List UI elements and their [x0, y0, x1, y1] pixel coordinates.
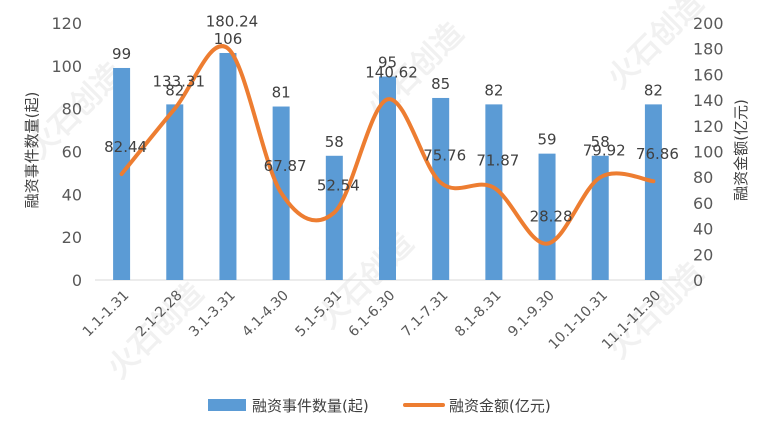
bar-value-label: 81 — [272, 84, 291, 102]
legend-bar-label: 融资事件数量(起) — [252, 397, 369, 415]
right-axis-title: 融资金额(亿元) — [732, 99, 750, 201]
line-value-label: 133.31 — [153, 73, 206, 91]
legend: 融资事件数量(起) 融资金额(亿元) — [208, 397, 551, 415]
left-axis-tick-label: 0 — [72, 271, 82, 290]
bar-value-label: 82 — [165, 81, 184, 99]
line-value-label: 71.87 — [476, 152, 519, 170]
bar-value-label: 95 — [378, 54, 397, 72]
bar-11.1-11.30 — [644, 104, 662, 280]
line-data-labels: 82.44 133.31 180.24 67.87 52.54 140.62 75.76 71… — [104, 12, 679, 225]
left-axis-tick-label: 60 — [62, 143, 82, 162]
right-axis-tick-label: 80 — [693, 168, 713, 187]
bar-9.1-9.30 — [538, 153, 556, 280]
bar-value-label: 106 — [214, 30, 243, 48]
right-axis-tick-label: 140 — [693, 91, 724, 110]
bar-8.1-8.31 — [485, 104, 503, 280]
bar-value-label: 59 — [537, 131, 556, 149]
right-axis-tick-label: 100 — [693, 143, 724, 162]
line-value-label: 75.76 — [423, 147, 466, 165]
right-axis-tick-label: 200 — [693, 14, 724, 33]
right-axis-tick-label: 20 — [693, 245, 713, 264]
left-axis-ticks: 0 20 40 60 80 100 120 — [51, 14, 82, 290]
bar-value-label: 82 — [484, 81, 503, 99]
bar-data-labels: 99 82 106 81 58 95 85 82 59 58 82 — [112, 30, 663, 151]
bar-10.1-10.31 — [591, 155, 609, 280]
bar-value-label: 58 — [591, 133, 610, 151]
line-series-amount — [119, 44, 656, 246]
left-axis-title: 融资事件数量(起) — [23, 92, 41, 209]
left-axis-tick-label: 80 — [62, 100, 82, 119]
x-axis-tick-label: 9.1-9.30 — [505, 288, 558, 341]
bar-value-label: 99 — [112, 45, 131, 63]
right-axis-ticks: 0 20 40 60 80 100 120 140 160 180 200 — [693, 14, 724, 290]
right-axis-tick-label: 120 — [693, 117, 724, 136]
left-axis-tick-label: 20 — [62, 228, 82, 247]
right-axis-tick-label: 0 — [693, 271, 703, 290]
legend-line-label: 融资金额(亿元) — [449, 397, 551, 415]
bar-3.1-3.31 — [219, 52, 237, 280]
legend-bar-swatch — [208, 399, 246, 411]
bar-2.1-2.28 — [166, 104, 184, 280]
bar-series — [113, 52, 662, 281]
right-axis-tick-label: 180 — [693, 40, 724, 59]
bar-6.1-6.30 — [379, 76, 396, 281]
line-value-label: 76.86 — [636, 145, 679, 163]
bar-value-label: 85 — [431, 75, 450, 93]
line-value-label: 28.28 — [530, 208, 573, 226]
x-axis-tick-label: 7.1-7.31 — [399, 288, 452, 341]
line-value-label: 140.62 — [365, 63, 418, 81]
x-axis-tick-label: 8.1-8.31 — [452, 288, 505, 341]
line-value-label: 67.87 — [264, 157, 307, 175]
bar-value-label: 58 — [325, 133, 344, 151]
left-axis-tick-label: 120 — [51, 14, 82, 33]
line-value-label: 79.92 — [583, 141, 626, 159]
x-axis-tick-label: 1.1-1.31 — [80, 288, 133, 341]
x-axis-tick-label: 4.1-4.30 — [239, 288, 292, 341]
line-value-label: 52.54 — [317, 176, 360, 194]
left-axis-tick-label: 100 — [51, 57, 82, 76]
right-axis-tick-label: 160 — [693, 65, 724, 84]
bar-7.1-7.31 — [432, 97, 450, 280]
line-value-label: 180.24 — [206, 12, 259, 30]
right-axis-tick-label: 40 — [693, 220, 713, 239]
left-axis-tick-label: 40 — [62, 185, 82, 204]
right-axis-tick-label: 60 — [693, 194, 713, 213]
line-value-label: 82.44 — [104, 138, 147, 156]
bar-value-label: 82 — [644, 81, 663, 99]
bar-5.1-5.31 — [325, 155, 343, 280]
